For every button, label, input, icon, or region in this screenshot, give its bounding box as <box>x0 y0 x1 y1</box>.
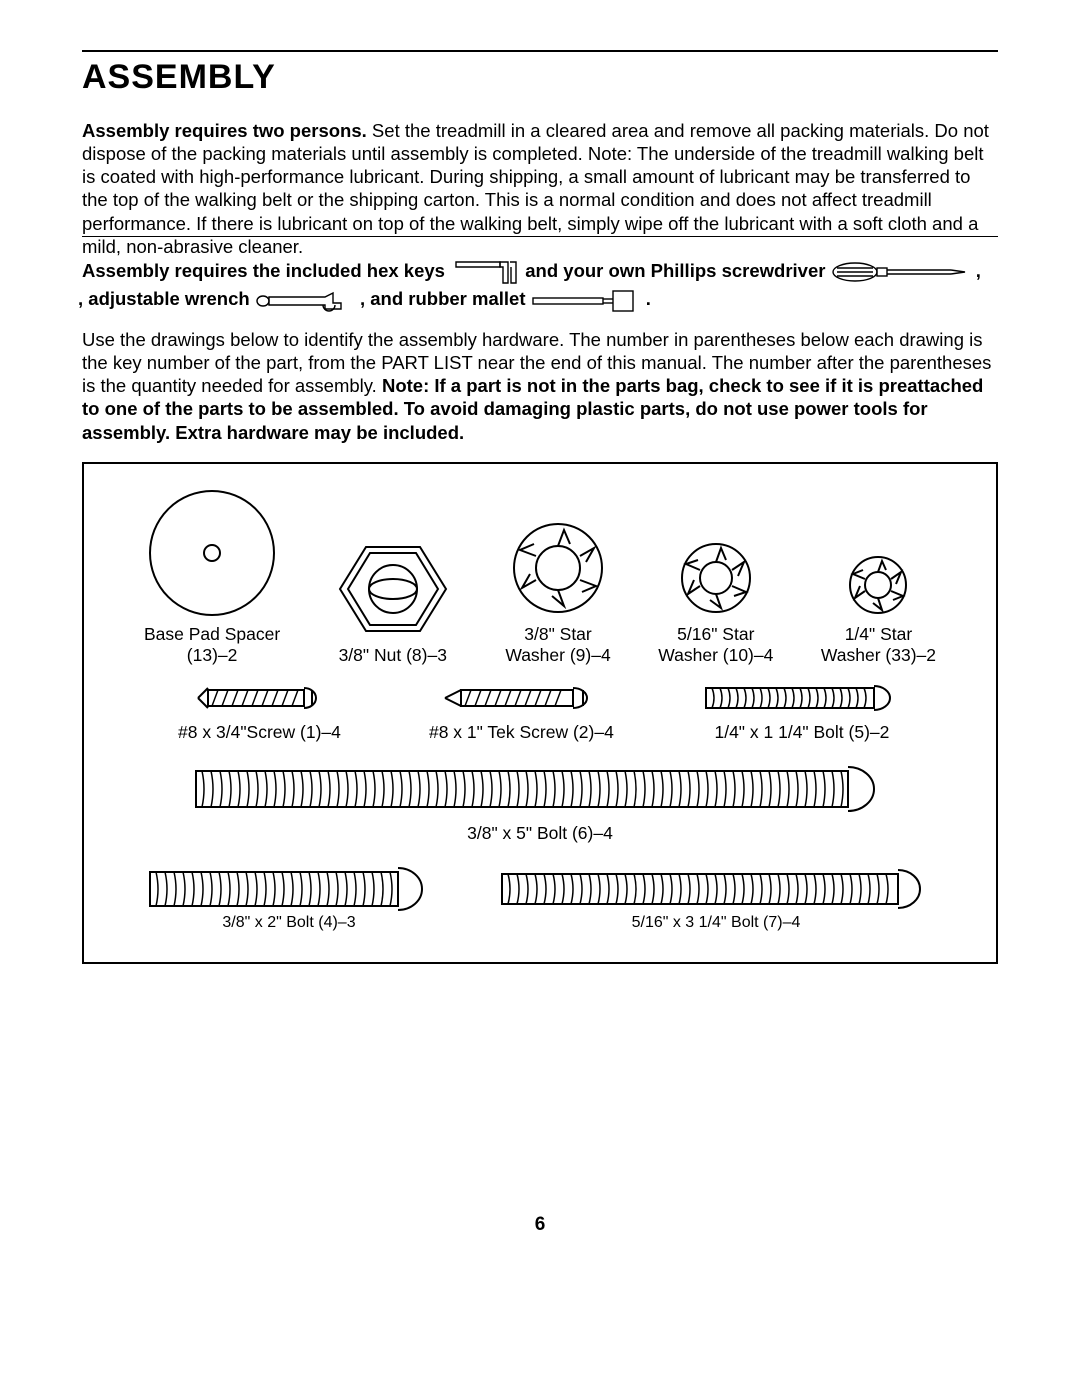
tools-required-line: Assembly requires the included hex keys … <box>82 276 998 314</box>
tek-screw-icon <box>441 680 601 716</box>
star516-l1: 5/16" Star <box>677 624 754 644</box>
star-washer-516-item: 5/16" Star Washer (10)–4 <box>658 538 773 666</box>
top-rule <box>82 50 998 52</box>
base-pad-spacer-label: Base Pad Spacer (13)–2 <box>144 624 280 666</box>
star-washer-14-icon <box>845 552 911 618</box>
tools-comma1: , <box>976 260 981 281</box>
bolt-516-314-item: 5/16" x 3 1/4" Bolt (7)–4 <box>496 864 936 932</box>
bolt-516-314-icon <box>496 864 936 914</box>
tools-seg3: , adjustable wrench <box>78 288 250 309</box>
intro-paragraph: Assembly requires two persons. Set the t… <box>82 119 998 258</box>
star-washer-38-label: 3/8" Star Washer (9)–4 <box>505 624 610 666</box>
bolt-38-5-icon <box>190 761 890 817</box>
star14-l2: Washer (33)–2 <box>821 645 936 665</box>
nut-label: 3/8" Nut (8)–3 <box>339 645 447 666</box>
screw-8-34-label: #8 x 3/4"Screw (1)–4 <box>178 722 341 743</box>
bolt-516-314-label: 5/16" x 3 1/4" Bolt (7)–4 <box>632 914 801 932</box>
base-pad-spacer-l2: (13)–2 <box>187 645 238 665</box>
tek-screw-label: #8 x 1" Tek Screw (2)–4 <box>429 722 614 743</box>
star38-l2: Washer (9)–4 <box>505 645 610 665</box>
screw-8-34-item: #8 x 3/4"Screw (1)–4 <box>178 680 341 743</box>
star-washer-38-icon <box>508 518 608 618</box>
hardware-row-4: 3/8" x 2" Bolt (4)–3 5/16" x 3 1/4" Bolt… <box>144 864 936 932</box>
hardware-id-paragraph: Use the drawings below to identify the a… <box>82 328 998 444</box>
bolt-14-114-item: 1/4" x 1 1/4" Bolt (5)–2 <box>702 680 902 743</box>
hardware-row-3: 3/8" x 5" Bolt (6)–4 <box>144 761 936 844</box>
tools-seg1: Assembly requires the included hex keys <box>82 260 445 281</box>
tools-seg4: , and rubber mallet <box>360 288 526 309</box>
bolt-38-2-label: 3/8" x 2" Bolt (4)–3 <box>222 914 355 932</box>
star-washer-516-label: 5/16" Star Washer (10)–4 <box>658 624 773 666</box>
page-number: 6 <box>82 1214 998 1236</box>
hardware-identification-box: Base Pad Spacer (13)–2 3/8" Nut (8)–3 <box>82 462 998 964</box>
bolt-14-114-label: 1/4" x 1 1/4" Bolt (5)–2 <box>714 722 889 743</box>
screw-8-34-icon <box>194 680 324 716</box>
bolt-38-5-label: 3/8" x 5" Bolt (6)–4 <box>467 823 613 844</box>
star-washer-38-item: 3/8" Star Washer (9)–4 <box>505 518 610 666</box>
bolt-38-5-item: 3/8" x 5" Bolt (6)–4 <box>144 761 936 844</box>
bolt-14-114-icon <box>702 680 902 716</box>
hardware-row-2: #8 x 3/4"Screw (1)–4 <box>144 680 936 743</box>
assembly-manual-page: ASSEMBLY Assembly requires two persons. … <box>0 0 1080 1276</box>
tools-seg5: . <box>646 288 651 309</box>
tools-seg2: and your own Phillips screwdriver <box>525 260 825 281</box>
base-pad-spacer-l1: Base Pad Spacer <box>144 624 280 644</box>
tek-screw-item: #8 x 1" Tek Screw (2)–4 <box>429 680 614 743</box>
bolt-38-2-icon <box>144 864 434 914</box>
rubber-mallet-icon <box>531 289 641 313</box>
adjustable-wrench-icon <box>255 289 355 313</box>
star38-l1: 3/8" Star <box>524 624 592 644</box>
phillips-screwdriver-icon <box>831 261 971 283</box>
hardware-row-1: Base Pad Spacer (13)–2 3/8" Nut (8)–3 <box>144 488 936 666</box>
star-washer-516-icon <box>676 538 756 618</box>
nut-icon <box>328 539 458 639</box>
hex-keys-icon <box>450 259 520 285</box>
star516-l2: Washer (10)–4 <box>658 645 773 665</box>
page-title: ASSEMBLY <box>82 58 998 97</box>
bolt-38-2-item: 3/8" x 2" Bolt (4)–3 <box>144 864 434 932</box>
intro-bold: Assembly requires two persons. <box>82 120 367 141</box>
base-pad-spacer-item: Base Pad Spacer (13)–2 <box>144 488 280 666</box>
base-pad-spacer-icon <box>147 488 277 618</box>
star-washer-14-item: 1/4" Star Washer (33)–2 <box>821 552 936 666</box>
tools-rule <box>82 236 998 237</box>
star14-l1: 1/4" Star <box>845 624 913 644</box>
nut-item: 3/8" Nut (8)–3 <box>328 539 458 666</box>
star-washer-14-label: 1/4" Star Washer (33)–2 <box>821 624 936 666</box>
